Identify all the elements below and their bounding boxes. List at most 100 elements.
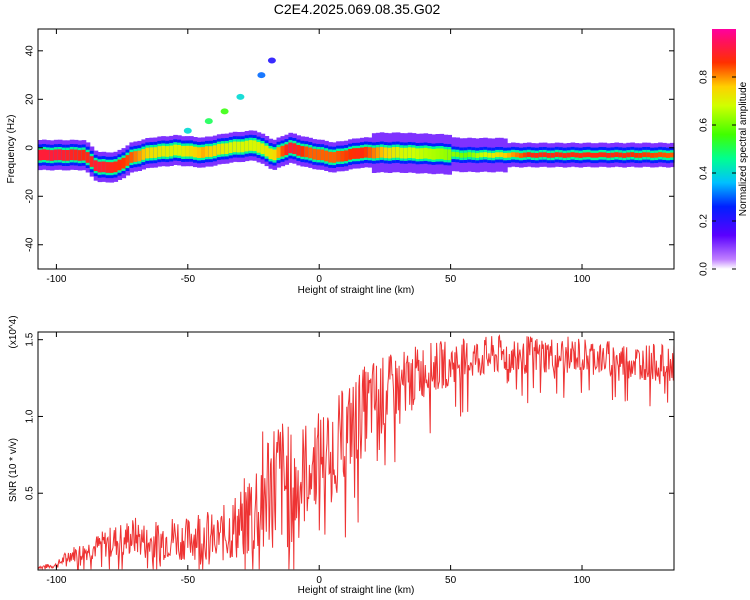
spectral-band [526, 152, 532, 157]
spectral-band [85, 152, 91, 163]
spectral-band [367, 147, 373, 158]
colorbar-tick-label: 0.4 [699, 166, 710, 180]
spectral-band [467, 152, 472, 157]
spectral-band [379, 146, 385, 158]
spectral-band [479, 152, 484, 158]
x-tick-label: 0 [316, 274, 322, 285]
spectral-band [276, 147, 282, 158]
spectral-band [244, 140, 250, 152]
y-tick-label: -40 [25, 237, 36, 252]
spectral-band [614, 152, 619, 157]
spectral-band [205, 146, 210, 157]
spectral-band [81, 149, 87, 161]
y-tick-label: 0 [25, 145, 36, 151]
spectral-band [606, 153, 611, 158]
y-tick-label: 40 [25, 45, 36, 57]
spectral-band [582, 152, 588, 158]
snr-line [37, 334, 675, 571]
spectral-band [201, 147, 206, 158]
spectral-band [216, 144, 222, 155]
spectral-band [519, 153, 524, 158]
y-tick-label: -20 [25, 189, 36, 204]
spectral-band [133, 151, 138, 162]
secondary-branch-point [257, 72, 266, 79]
spectral-band [598, 152, 604, 158]
spectral-band [304, 146, 309, 158]
spectral-band [463, 152, 468, 158]
spectral-band [320, 149, 325, 161]
snr-panel: -100 -50 0 50 100 0.5 1.0 1.5 Height of straigh… [8, 315, 675, 596]
spectral-band [383, 147, 389, 159]
spectral-band [602, 152, 608, 158]
spectral-band [507, 152, 512, 158]
spectral-band [284, 144, 290, 156]
spectral-band [618, 152, 623, 158]
spectral-band [165, 146, 170, 157]
x-tick-label: -50 [181, 575, 196, 586]
spectral-band [356, 148, 361, 159]
spectral-band [69, 149, 75, 161]
y-tick-label: 1.0 [25, 409, 36, 423]
spectral-band [574, 152, 580, 158]
spectral-band [415, 148, 421, 160]
spectral-band [177, 145, 182, 156]
spectral-band [185, 145, 190, 157]
x-tick-label: -100 [46, 274, 66, 285]
spectral-band [658, 152, 663, 157]
spectral-band [419, 148, 425, 159]
spectral-band [228, 142, 234, 153]
spectral-band [42, 149, 47, 160]
y-tick-label: 20 [25, 93, 36, 105]
spectral-band [566, 152, 572, 158]
spectral-band [240, 141, 246, 153]
spectral-band [272, 149, 278, 161]
colorbar-tick-label: 0.8 [699, 70, 710, 84]
spectral-band [427, 148, 433, 160]
spectral-band [387, 147, 393, 159]
spectral-band [630, 152, 635, 157]
spectral-band [105, 162, 111, 173]
spectral-band [340, 150, 345, 162]
spectral-band [622, 153, 627, 158]
spectral-band [439, 148, 445, 160]
spectral-band [491, 153, 496, 158]
x-tick-label: 100 [574, 575, 591, 586]
snr-ticks: -100 -50 0 50 100 0.5 1.0 1.5 [25, 332, 674, 586]
spectrogram-ylabel: Frequency (Hz) [6, 115, 17, 184]
spectral-band [101, 161, 107, 173]
spectrogram-ticks: -100 -50 0 50 100 40 20 0 -20 -40 [25, 29, 674, 285]
spectral-band [93, 160, 99, 171]
x-tick-label: -50 [181, 274, 196, 285]
spectral-band [312, 148, 317, 160]
spectral-band [260, 143, 266, 155]
spectral-band [634, 152, 639, 158]
spectral-band [129, 152, 134, 163]
spectral-band [646, 152, 651, 158]
spectral-band [189, 145, 194, 157]
spectral-band [503, 153, 508, 158]
spectral-band [638, 153, 643, 158]
spectral-band [594, 152, 600, 158]
x-tick-label: -100 [46, 575, 66, 586]
spectral-band [125, 155, 131, 166]
spectral-band [403, 147, 409, 159]
spectral-band [256, 142, 262, 153]
spectral-band [77, 150, 83, 161]
spectral-band [169, 145, 174, 157]
spectral-band [157, 146, 162, 157]
spectral-band [117, 159, 123, 171]
spectral-band [550, 152, 556, 158]
spectral-band [344, 150, 349, 162]
spectral-band [173, 144, 178, 156]
secondary-branch-point [204, 118, 213, 125]
spectral-band [451, 151, 456, 157]
spectral-band [153, 147, 158, 158]
spectral-band [193, 146, 198, 158]
spectrogram-frame [37, 28, 675, 270]
spectral-band [399, 147, 405, 159]
spectral-band [495, 152, 500, 158]
spectral-band [65, 150, 71, 161]
spectral-band [471, 152, 476, 158]
spectral-band [149, 147, 154, 159]
